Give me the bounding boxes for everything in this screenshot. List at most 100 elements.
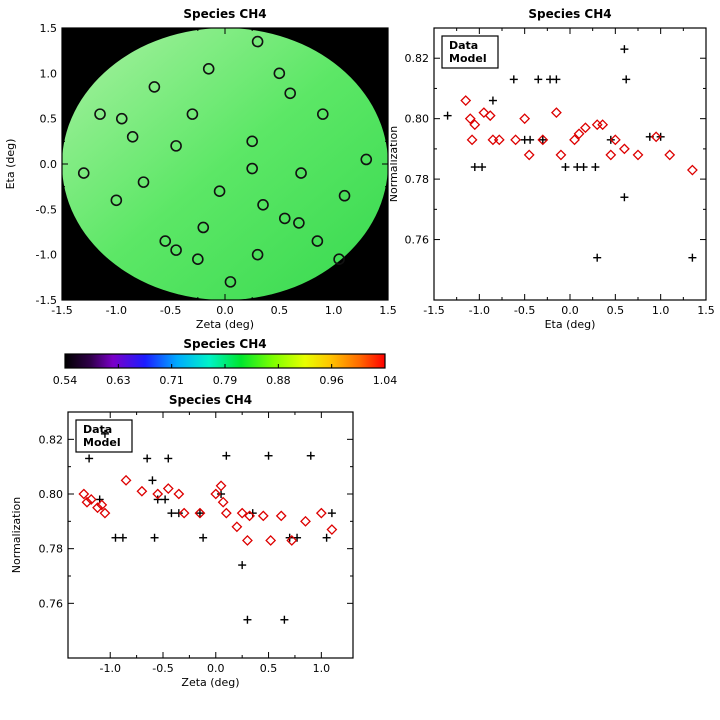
- model-point-diamond: [275, 510, 287, 522]
- footprint-circle: [273, 67, 286, 80]
- data-point-plus: [150, 533, 159, 542]
- model-point-diamond: [469, 119, 481, 131]
- x-tick-label: 0.0: [207, 662, 225, 675]
- panel-colorbar: Species CH4 0.54 0.63 0.71 0.79 0.88 0.96 1.04: [53, 337, 398, 387]
- footprint-circle: [251, 35, 264, 48]
- model-point-diamond: [609, 134, 621, 146]
- plot-frame: [67, 411, 354, 659]
- model-point-diamond: [265, 535, 277, 546]
- data-point-plus: [327, 509, 336, 518]
- model-point-diamond: [664, 149, 676, 161]
- footprint-circle: [224, 276, 237, 288]
- data-point-plus: [620, 45, 629, 54]
- y-tick-label: 0.76: [405, 234, 430, 247]
- model-point-diamond: [257, 510, 269, 522]
- model-point-diamond: [618, 143, 630, 155]
- y-tick-label: 0.82: [405, 52, 430, 65]
- legend-box: [441, 35, 499, 69]
- model-point-diamond: [162, 483, 174, 494]
- data-point-plus: [538, 135, 547, 144]
- model-point-diamond: [466, 134, 478, 146]
- model-point-diamond: [81, 496, 93, 508]
- model-point-diamond: [136, 485, 148, 497]
- legend-label-data: Data: [449, 39, 478, 52]
- model-point-diamond: [173, 488, 185, 500]
- footprint-circle: [170, 244, 182, 256]
- data-point-plus: [111, 533, 120, 542]
- footprint-circle: [278, 212, 291, 225]
- footprint-circle: [110, 194, 123, 207]
- footprint-circle: [316, 108, 329, 120]
- model-point-diamond: [573, 128, 585, 140]
- footprint-circle: [148, 81, 161, 93]
- footprint-circle: [192, 253, 204, 266]
- data-point-plus: [164, 454, 173, 463]
- footprint-circle: [311, 235, 324, 247]
- model-point-diamond: [591, 119, 603, 131]
- model-point-diamond: [632, 149, 644, 161]
- chart-title: Species CH4: [528, 7, 611, 21]
- model-point-diamond: [236, 507, 248, 519]
- data-point-plus: [85, 454, 94, 463]
- data-point-plus: [199, 533, 208, 542]
- data-point-plus: [478, 163, 487, 172]
- panel-scatter-zeta: -1.0 -0.5 0.0 0.5 1.0 0.76 0.78 0.80 0.82 Species…: [10, 393, 354, 689]
- x-tick-label: 0.5: [271, 304, 289, 317]
- y-tick-label: 0.80: [39, 488, 64, 501]
- model-point-diamond: [120, 474, 132, 486]
- model-point-diamond: [579, 122, 591, 134]
- model-point-diamond: [484, 110, 496, 122]
- footprint-circle: [360, 153, 373, 166]
- model-point-diamond: [78, 488, 90, 500]
- footprint-circle: [126, 131, 139, 143]
- legend-label-model: Model: [83, 436, 121, 449]
- model-point-diamond: [315, 507, 327, 519]
- data-point-plus: [118, 533, 127, 542]
- model-point-diamond: [220, 507, 232, 519]
- data-point-plus: [561, 163, 570, 172]
- x-tick-label: -1.0: [106, 304, 127, 317]
- data-point-plus: [534, 75, 543, 84]
- x-tick-label: 0.0: [216, 304, 234, 317]
- data-point-plus: [552, 75, 561, 84]
- data-point-plus: [579, 163, 588, 172]
- y-tick-label: 0.80: [405, 113, 430, 126]
- model-point-diamond: [286, 535, 298, 546]
- x-tick-label: -0.5: [152, 662, 173, 675]
- model-point-diamond: [99, 507, 111, 519]
- panel-scatter-eta: -1.5 -1.0 -0.5 0.0 0.5 1.0 1.5 0.76 0.78 0.80 0.82…: [390, 7, 715, 331]
- model-point-diamond: [537, 134, 549, 146]
- x-tick-label: 1.0: [325, 304, 343, 317]
- x-axis-label: Zeta (deg): [181, 676, 239, 689]
- footprint-circle: [246, 135, 258, 148]
- plot-frame: [61, 27, 389, 301]
- model-point-diamond: [231, 521, 243, 533]
- model-point-diamond: [555, 149, 567, 161]
- data-point-plus: [593, 253, 602, 262]
- x-tick-label: 0.5: [260, 662, 278, 675]
- model-point-diamond: [487, 134, 499, 146]
- footprint-circle: [186, 108, 199, 120]
- y-tick-label: 0.78: [39, 543, 64, 556]
- data-point-plus: [280, 615, 289, 624]
- model-point-diamond: [550, 107, 562, 119]
- model-point-diamond: [85, 494, 97, 505]
- data-point-plus: [195, 509, 204, 518]
- model-point-diamond: [597, 119, 609, 131]
- footprint-circle: [295, 167, 307, 179]
- model-point-diamond: [242, 535, 253, 546]
- chart-title: Species CH4: [169, 393, 252, 407]
- data-point-plus: [645, 132, 654, 141]
- x-tick-label: 1.5: [697, 304, 715, 317]
- data-point-plus: [622, 75, 631, 84]
- model-point-diamond: [217, 496, 229, 508]
- data-point-plus: [688, 253, 697, 262]
- y-axis-label: Normalization: [10, 497, 23, 573]
- x-tick-label: -1.0: [469, 304, 490, 317]
- y-tick-label: -0.5: [36, 203, 57, 216]
- model-point-diamond: [326, 524, 338, 535]
- y-tick-label: 0.78: [405, 173, 430, 186]
- model-point-diamond: [152, 488, 164, 500]
- x-tick-label: 1.0: [652, 304, 670, 317]
